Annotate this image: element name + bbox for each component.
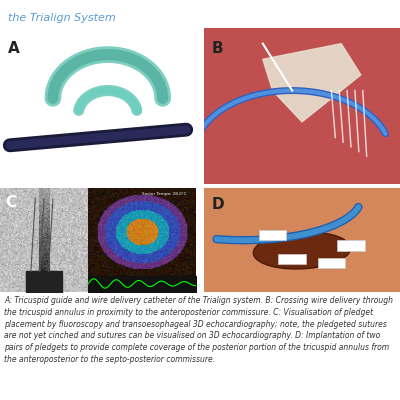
Text: A: A: [8, 40, 20, 56]
Text: B: B: [212, 40, 224, 56]
FancyBboxPatch shape: [198, 23, 400, 189]
Text: C: C: [5, 195, 16, 210]
FancyBboxPatch shape: [337, 240, 365, 250]
FancyBboxPatch shape: [318, 258, 345, 268]
FancyBboxPatch shape: [259, 230, 286, 240]
Text: Sector Tempo: 28.0°C: Sector Tempo: 28.0°C: [142, 192, 187, 196]
Text: A: Tricuspid guide and wire delivery catheter of the Trialign system. B: Crossin: A: Tricuspid guide and wire delivery cat…: [4, 296, 393, 364]
Text: D: D: [212, 197, 224, 212]
Polygon shape: [263, 44, 361, 122]
Ellipse shape: [253, 232, 351, 269]
Text: the Trialign System: the Trialign System: [8, 13, 116, 23]
FancyBboxPatch shape: [198, 185, 400, 295]
FancyBboxPatch shape: [278, 254, 306, 264]
